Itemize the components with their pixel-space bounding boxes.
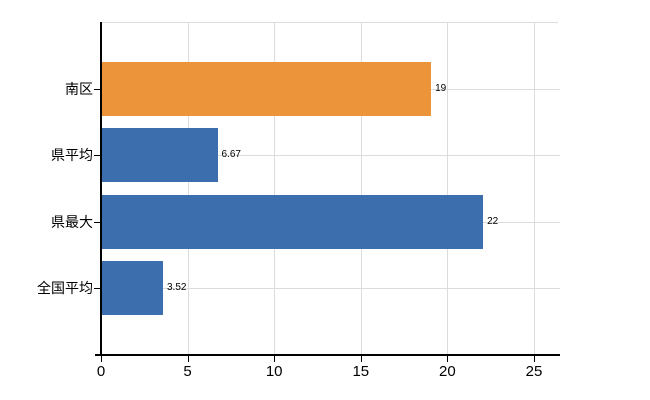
y-tick [94, 221, 100, 223]
bar-value-label: 22 [487, 215, 499, 227]
x-tick-label: 10 [265, 363, 283, 380]
gridline-x-25 [534, 22, 535, 355]
bar-value-label: 6.67 [221, 149, 241, 161]
x-axis-line [95, 354, 560, 356]
y-tick [94, 155, 100, 157]
x-tick [101, 356, 102, 362]
x-tick-label: 15 [352, 363, 370, 380]
gridline-x-15 [360, 22, 362, 355]
bar [102, 61, 432, 116]
x-tick [447, 356, 449, 362]
bar [102, 261, 163, 316]
category-label: 県最大 [51, 213, 93, 230]
category-label: 南区 [65, 80, 93, 97]
x-tick-label: 20 [439, 363, 456, 380]
x-tick [360, 356, 362, 362]
plot-area: 19 6.67 22 3.52 [101, 22, 560, 355]
x-tick-label: 0 [96, 363, 106, 380]
bar [102, 128, 218, 183]
gridline-y-1 [101, 155, 560, 157]
x-tick-label: 25 [525, 363, 543, 380]
gridline-x-10 [274, 22, 276, 355]
bar-value-label: 19 [435, 82, 447, 94]
plot-top-border [101, 22, 558, 23]
gridline-x-5 [187, 22, 189, 355]
y-tick [94, 88, 100, 90]
y-tick [94, 288, 100, 290]
category-label: 全国平均 [37, 280, 93, 297]
bar-value-label: 3.52 [167, 282, 187, 294]
x-tick [274, 356, 276, 362]
x-tick [187, 356, 189, 362]
category-label: 県平均 [51, 147, 93, 164]
bar [102, 194, 484, 249]
gridline-y-3 [101, 288, 560, 290]
x-tick-label: 5 [183, 363, 192, 380]
y-axis-line [100, 22, 102, 355]
gridline-x-20 [447, 22, 449, 355]
x-tick [534, 356, 535, 362]
